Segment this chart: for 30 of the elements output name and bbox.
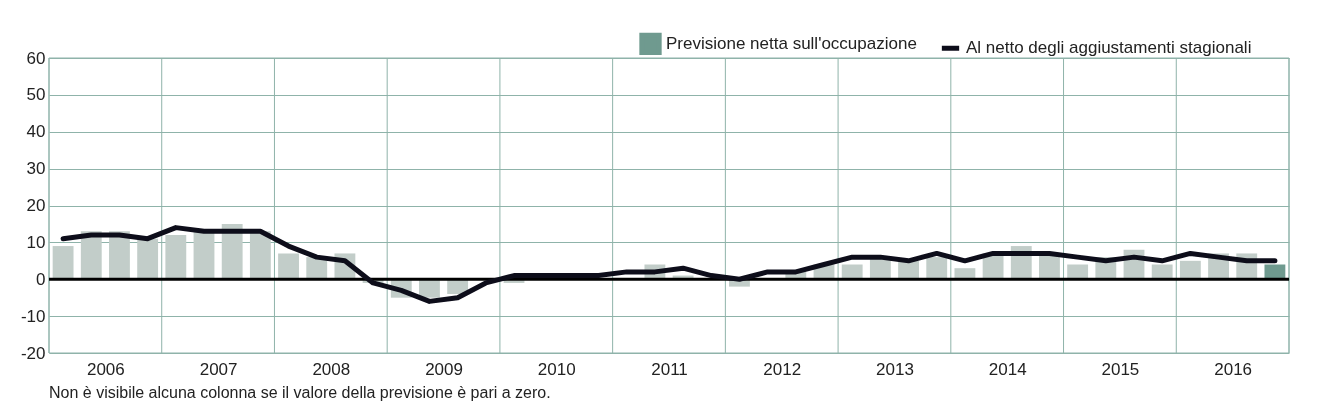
x-tick-label: 2009 [425,359,463,379]
x-tick-label: 2011 [651,359,688,379]
bar [926,257,948,280]
bar [137,238,159,280]
x-tick-label: 2007 [199,359,238,379]
x-tick-label: 2015 [1101,359,1140,379]
x-tick-label: 2008 [312,359,351,379]
bar [954,268,976,280]
bar [165,235,187,280]
bar [278,253,299,280]
x-tick-label: 2014 [988,359,1027,379]
y-tick-label: 0 [36,269,46,289]
x-tick-label: 2012 [763,359,802,379]
bar [1179,260,1201,280]
y-tick-label: 20 [26,196,46,215]
y-tick-label: 10 [26,232,46,252]
text: Non è visibile alcuna colonna se il valore della previsione è pari a zero. [49,384,551,401]
y-tick-label: 30 [26,159,46,179]
y-tick-label: -20 [20,343,46,363]
legend-label: Al netto degli aggiustamenti stagionali [966,38,1252,58]
x-tick-label: 2006 [86,359,125,379]
x-tick-label: 2016 [1214,359,1253,379]
bar [52,246,74,280]
x-tick-label: 2013 [876,359,914,379]
y-tick-label: -10 [20,306,46,326]
y-tick-label: 50 [26,85,46,105]
y-tick-label: 60 [26,48,46,68]
x-tick-label: 2010 [537,359,576,379]
y-tick-label: 40 [26,122,46,142]
legend-label: Previsione netta sull'occupazione [666,33,917,53]
